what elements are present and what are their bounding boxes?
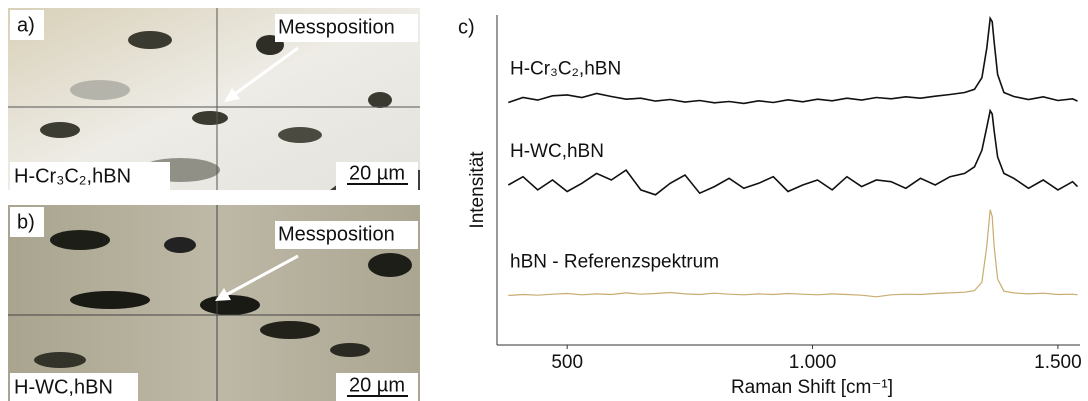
sample-label: H-Cr₃C₂,hBN — [14, 165, 131, 187]
spectrum-line — [507, 108, 1079, 196]
sample-label: H-WC,hBN — [14, 376, 113, 398]
series-label: H-WC,hBN — [510, 141, 604, 162]
series-label: H-Cr₃C₂,hBN — [510, 58, 621, 79]
series-label: hBN - Referenzspektrum — [510, 252, 719, 273]
micrograph-a — [8, 8, 420, 190]
x-tick-label: 500 — [551, 352, 583, 373]
x-axis-label: Raman Shift [cm⁻¹] — [731, 377, 893, 398]
panel-label: c) — [458, 16, 475, 38]
spectrum-line — [508, 209, 1078, 298]
y-axis-label: Intensität — [467, 151, 488, 229]
x-tick-label: 1.500 — [1034, 352, 1082, 373]
micrograph-b — [8, 205, 420, 401]
annotation: Messposition — [278, 223, 395, 245]
panel-label: b) — [17, 211, 35, 233]
scale-label: 20 µm — [349, 162, 405, 184]
scale-label: 20 µm — [349, 374, 405, 396]
spectrum-line — [508, 15, 1078, 105]
annotation: Messposition — [278, 16, 395, 38]
panel-label: a) — [17, 14, 35, 36]
x-tick-label: 1.000 — [789, 352, 837, 373]
